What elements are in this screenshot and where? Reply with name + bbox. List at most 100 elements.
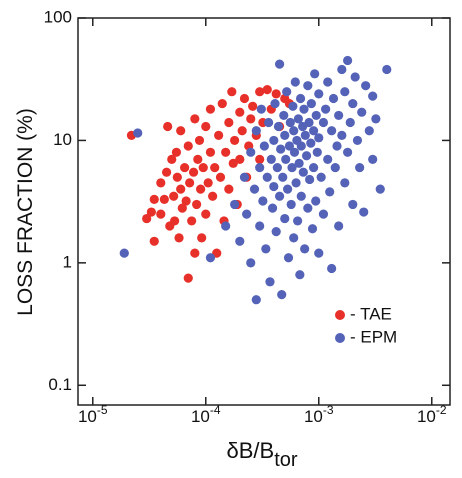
data-point	[192, 199, 202, 210]
data-point	[332, 141, 342, 151]
data-point	[350, 72, 360, 82]
data-point	[272, 162, 282, 173]
data-point	[161, 167, 172, 177]
data-point	[156, 209, 166, 219]
data-point	[205, 104, 216, 114]
data-point	[323, 154, 333, 164]
data-point	[235, 154, 245, 164]
y-tick-label: 0.1	[48, 375, 72, 394]
data-point	[198, 162, 208, 173]
data-point	[255, 221, 265, 231]
x-axis-label-main: δB/B	[226, 438, 274, 463]
data-point	[310, 69, 320, 79]
x-tick-label: 10-4	[191, 403, 221, 426]
x-axis-label: δB/Btor	[226, 438, 297, 471]
data-point	[296, 141, 306, 151]
data-point	[271, 89, 281, 99]
data-point	[255, 154, 265, 164]
data-point	[300, 130, 310, 140]
data-point	[345, 117, 355, 128]
data-point	[283, 253, 294, 263]
data-point	[375, 184, 385, 194]
data-point	[314, 89, 324, 99]
data-point	[295, 93, 306, 104]
data-point	[258, 196, 268, 206]
data-point	[188, 167, 199, 177]
data-point	[183, 141, 193, 151]
data-point	[289, 147, 300, 157]
legend-marker	[335, 333, 345, 343]
data-point	[246, 258, 256, 268]
data-point	[273, 121, 284, 132]
data-point	[299, 104, 309, 114]
legend-label: - TAE	[350, 304, 392, 323]
data-point	[159, 194, 169, 204]
data-point	[288, 101, 298, 111]
data-point	[255, 87, 265, 97]
data-point	[303, 203, 313, 213]
data-point	[348, 199, 358, 210]
y-tick-label: 1	[63, 252, 72, 271]
data-point	[283, 184, 293, 194]
data-point	[321, 104, 331, 114]
y-tick-label: 100	[44, 7, 72, 26]
data-point	[190, 114, 200, 124]
x-tick-label: 10-2	[417, 403, 447, 426]
data-point	[133, 128, 143, 138]
data-point	[305, 174, 315, 185]
y-tick-label: 10	[53, 130, 72, 149]
data-point	[293, 216, 303, 226]
data-point	[269, 181, 279, 192]
data-point	[262, 172, 272, 182]
legend-label: - EPM	[350, 327, 397, 346]
data-point	[364, 126, 374, 136]
data-point	[261, 244, 271, 254]
data-point	[337, 64, 347, 75]
data-point	[227, 87, 237, 97]
data-point	[174, 233, 184, 243]
data-point	[239, 172, 250, 182]
data-point	[266, 154, 276, 164]
data-point	[215, 172, 226, 182]
legend-marker	[335, 310, 345, 320]
data-point	[298, 167, 308, 177]
data-point	[289, 233, 299, 243]
data-point	[190, 248, 200, 258]
data-point	[357, 107, 367, 117]
data-point	[119, 248, 129, 258]
data-point	[163, 121, 173, 132]
data-point	[196, 184, 206, 194]
data-point	[294, 158, 304, 168]
data-point	[201, 121, 211, 132]
data-point	[271, 226, 281, 237]
data-point	[246, 147, 256, 157]
data-point	[368, 91, 378, 101]
data-point	[255, 162, 265, 173]
data-point	[296, 191, 306, 201]
data-point	[183, 273, 193, 283]
data-point	[171, 147, 182, 157]
data-point	[343, 147, 353, 157]
data-point	[371, 114, 381, 124]
data-point	[239, 93, 250, 104]
data-point	[291, 178, 301, 188]
data-point	[265, 277, 275, 287]
data-point	[146, 207, 156, 217]
data-point	[348, 98, 358, 109]
data-point	[176, 126, 186, 136]
data-point	[262, 85, 272, 95]
data-point	[295, 270, 305, 280]
data-point	[205, 147, 216, 157]
data-point	[269, 135, 279, 146]
data-point	[382, 64, 392, 75]
data-point	[286, 199, 296, 210]
data-point	[311, 110, 321, 121]
data-point	[203, 178, 213, 188]
plot-frame	[77, 17, 451, 406]
data-point	[187, 216, 197, 226]
data-point	[316, 172, 326, 182]
data-point	[314, 248, 324, 258]
data-point	[306, 138, 316, 148]
data-point	[312, 147, 322, 157]
data-point	[177, 203, 187, 213]
